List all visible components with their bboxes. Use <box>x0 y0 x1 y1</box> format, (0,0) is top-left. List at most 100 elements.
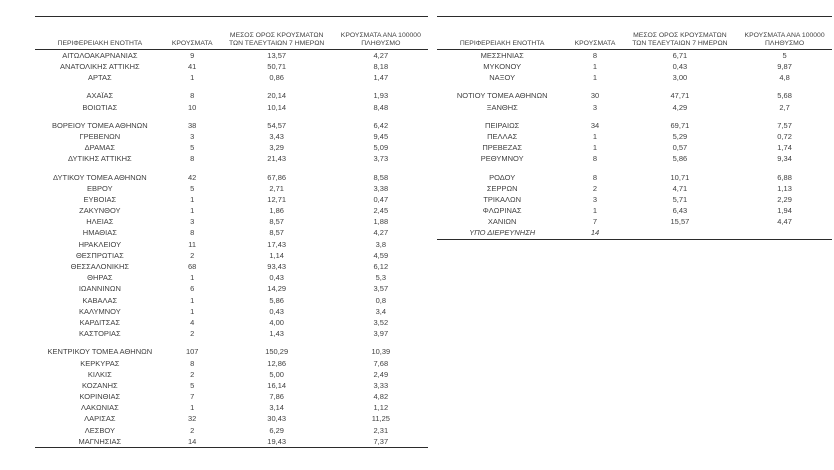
table-row: ΚΙΛΚΙΣ 2 5,00 2,49 <box>35 369 428 380</box>
cell-per-100000: 9,34 <box>777 154 792 164</box>
cell-region-name: ΝΟΤΙΟΥ ΤΟΜΕΑ ΑΘΗΝΩΝ <box>456 91 548 101</box>
cell-region-name: ΘΕΣΣΑΛΟΝΙΚΗΣ <box>70 262 130 272</box>
cell-per-100000: 5,09 <box>373 143 389 153</box>
cell-7day-average: 0,43 <box>269 306 284 316</box>
cell-cases: 1 <box>190 206 195 216</box>
cell-per-100000: 4,59 <box>373 250 389 260</box>
cell-per-100000: 7,57 <box>777 120 792 130</box>
table-row: ΒΟΡΕΙΟΥ ΤΟΜΕΑ ΑΘΗΝΩΝ 38 54,57 6,42 <box>35 120 428 131</box>
cell-per-100000: 5 <box>782 50 787 60</box>
cell-7day-average: 6,43 <box>672 206 688 216</box>
column-header-region: ΠΕΡΙΦΕΡΕΙΑΚΗ ΕΝΟΤΗΤΑ <box>459 40 545 48</box>
spacer-row <box>35 84 428 91</box>
table-row: ΥΠΟ ΔΙΕΡΕΥΝΗΣΗ 14 <box>437 228 832 239</box>
cell-per-100000: 8,58 <box>373 172 389 182</box>
cell-region-name: ΚΑΣΤΟΡΙΑΣ <box>79 329 121 339</box>
cell-cases: 7 <box>190 392 195 402</box>
cell-cases: 3 <box>592 102 598 112</box>
cell-region-name: ΚΙΛΚΙΣ <box>87 369 112 379</box>
table-row: ΜΕΣΣΗΝΙΑΣ 8 6,71 5 <box>437 50 832 61</box>
cell-7day-average: 7,86 <box>269 392 284 402</box>
cell-region-name: ΛΕΣΒΟΥ <box>84 425 115 435</box>
cell-7day-average: 19,43 <box>267 436 287 446</box>
cell-cases: 11 <box>188 239 197 249</box>
cell-per-100000: 8,48 <box>373 102 389 112</box>
table-row: ΠΡΕΒΕΖΑΣ 1 0,57 1,74 <box>437 142 832 153</box>
table-row: ΕΥΒΟΙΑΣ 1 12,71 0,47 <box>35 194 428 205</box>
table-row: ΔΡΑΜΑΣ 5 3,29 5,09 <box>35 142 428 153</box>
cell-per-100000: 11,25 <box>371 414 390 424</box>
cell-per-100000: 4,82 <box>373 392 389 402</box>
table-row: ΛΑΚΩΝΙΑΣ 1 3,14 1,12 <box>35 402 428 413</box>
cell-per-100000: 8,18 <box>373 62 389 72</box>
cell-region-name: ΚΑΛΥΜΝΟΥ <box>78 306 121 316</box>
table-row: ΘΗΡΑΣ 1 0,43 5,3 <box>35 272 428 283</box>
cell-per-100000: 3,4 <box>375 306 387 316</box>
cell-7day-average: 13,57 <box>267 50 287 60</box>
table-row: ΤΡΙΚΑΛΩΝ 3 5,71 2,29 <box>437 194 832 205</box>
cell-per-100000: 4,47 <box>777 217 792 227</box>
cell-cases: 3 <box>592 194 598 204</box>
cell-7day-average: 20,14 <box>267 91 287 101</box>
cell-region-name: ΝΑΞΟΥ <box>489 73 516 83</box>
cell-cases: 2 <box>592 183 598 193</box>
cell-per-100000: 3,52 <box>373 317 389 327</box>
cell-region-name: ΖΑΚΥΝΘΟΥ <box>79 206 121 216</box>
cell-region-name: ΙΩΑΝΝΙΝΩΝ <box>78 284 121 294</box>
cell-cases: 8 <box>592 172 598 182</box>
cell-region-name: ΤΡΙΚΑΛΩΝ <box>483 194 522 204</box>
cell-cases: 8 <box>190 228 195 238</box>
cell-7day-average: 12,71 <box>267 194 287 204</box>
table-body-left: ΑΙΤΩΛΟΑΚΑΡΝΑΝΙΑΣ 9 13,57 4,27 ΑΝΑΤΟΛΙΚΗΣ ΑΤΤ… <box>35 50 428 449</box>
cell-7day-average: 1,43 <box>269 329 284 339</box>
cell-region-name: ΒΟΙΩΤΙΑΣ <box>82 102 118 112</box>
table-row: ΚΑΣΤΟΡΙΑΣ 2 1,43 3,97 <box>35 328 428 339</box>
cell-7day-average: 2,71 <box>269 183 284 193</box>
cell-cases: 38 <box>188 120 197 130</box>
cell-cases: 2 <box>190 425 195 435</box>
cell-per-100000: 1,74 <box>777 143 792 153</box>
cell-7day-average: 10,71 <box>670 172 690 182</box>
cell-7day-average: 4,00 <box>269 317 284 327</box>
cell-cases: 41 <box>188 62 197 72</box>
cell-per-100000: 7,68 <box>373 358 389 368</box>
spacer-row <box>437 113 832 120</box>
cell-cases: 8 <box>190 91 195 101</box>
cell-cases: 5 <box>190 143 195 153</box>
cell-region-name: ΜΑΓΝΗΣΙΑΣ <box>78 436 122 446</box>
table-row: ΡΟΔΟΥ 8 10,71 6,88 <box>437 172 832 183</box>
cell-per-100000: 4,27 <box>373 50 389 60</box>
cell-7day-average: 16,14 <box>267 380 287 390</box>
cell-per-100000: 1,12 <box>373 403 389 413</box>
cell-region-name: ΕΒΡΟΥ <box>87 183 113 193</box>
cell-per-100000: 2,49 <box>373 369 389 379</box>
cell-cases: 8 <box>190 154 195 164</box>
cell-7day-average: 12,86 <box>267 358 287 368</box>
cell-region-name: ΠΕΛΛΑΣ <box>487 131 518 141</box>
spacer-row <box>437 84 832 91</box>
cell-7day-average: 5,86 <box>269 295 284 305</box>
cell-7day-average: 10,14 <box>267 102 287 112</box>
cell-7day-average: 3,43 <box>269 131 284 141</box>
cell-per-100000: 3,8 <box>375 239 387 249</box>
cell-per-100000: 6,88 <box>777 172 792 182</box>
cell-region-name: ΗΜΑΘΙΑΣ <box>82 228 117 238</box>
cell-per-100000: 9,87 <box>777 62 792 72</box>
cell-cases: 1 <box>190 194 195 204</box>
column-header-cases: ΚΡΟΥΣΜΑΤΑ <box>171 40 213 48</box>
table-row: ΡΕΘΥΜΝΟΥ 8 5,86 9,34 <box>437 154 832 165</box>
cell-region-name: ΑΡΤΑΣ <box>88 73 112 83</box>
cell-7day-average: 30,43 <box>267 414 287 424</box>
cell-7day-average: 5,71 <box>672 194 688 204</box>
cell-region-name: ΚΟΡΙΝΘΙΑΣ <box>79 392 121 402</box>
cell-region-name: ΑΙΤΩΛΟΑΚΑΡΝΑΝΙΑΣ <box>62 50 138 60</box>
column-header-7day-average: ΜΕΣΟΣ ΟΡΟΣ ΚΡΟΥΣΜΑΤΩΝ ΤΩΝ ΤΕΛΕΥΤΑΙΩΝ 7 Η… <box>229 32 325 48</box>
cell-region-name: ΗΡΑΚΛΕΙΟΥ <box>78 239 122 249</box>
column-header-7day-average: ΜΕΣΟΣ ΟΡΟΣ ΚΡΟΥΣΜΑΤΩΝ ΤΩΝ ΤΕΛΕΥΤΑΙΩΝ 7 Η… <box>632 32 728 48</box>
cell-cases: 5 <box>190 183 195 193</box>
table-row: ΕΒΡΟΥ 5 2,71 3,38 <box>35 183 428 194</box>
table-row: ΑΧΑΪΑΣ 8 20,14 1,93 <box>35 91 428 102</box>
cell-per-100000: 4,8 <box>779 73 790 83</box>
table-row: ΜΥΚΟΝΟΥ 1 0,43 9,87 <box>437 61 832 72</box>
spacer-row <box>35 165 428 172</box>
